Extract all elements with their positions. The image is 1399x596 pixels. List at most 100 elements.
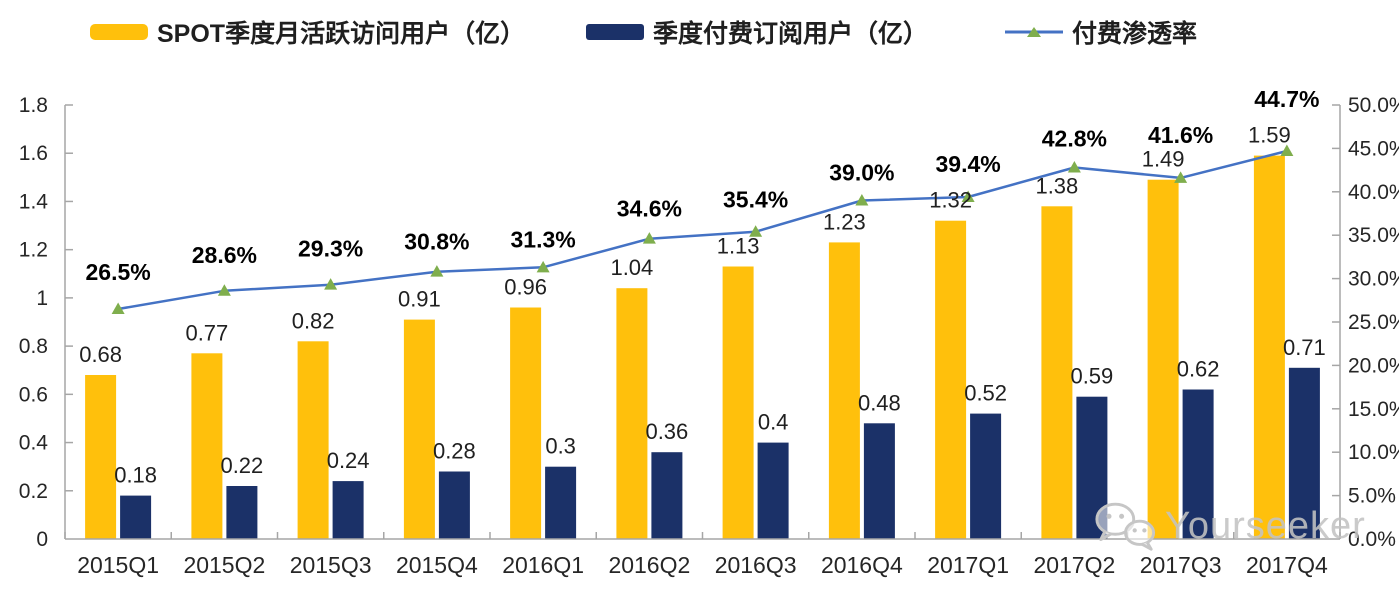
legend-item-subscribers: 季度付费订阅用户（亿） [586, 14, 928, 50]
left-axis-label: 1.4 [19, 190, 49, 213]
bar-mau-2017Q3 [1147, 179, 1179, 539]
penetration-marker-2016Q2 [642, 232, 656, 244]
mau-value-label: 1.23 [823, 209, 866, 234]
legend-item-mau: SPOT季度月活跃访问用户（亿） [90, 14, 525, 50]
right-axis-label: 15.0% [1348, 398, 1399, 421]
right-axis-label: 35.0% [1348, 224, 1399, 247]
subscriber-value-label: 0.4 [758, 410, 789, 435]
bar-subscribers-2017Q2 [1076, 396, 1108, 539]
legend-label-subscribers: 季度付费订阅用户（亿） [653, 20, 929, 48]
bar-mau-2015Q2 [191, 353, 223, 539]
bar-subscribers-2017Q3 [1182, 389, 1214, 539]
subscriber-value-label: 0.59 [1070, 364, 1113, 389]
left-axis-label: 0 [36, 528, 48, 551]
x-axis-label: 2017Q4 [1246, 552, 1328, 578]
x-axis-label: 2015Q1 [77, 552, 159, 578]
x-axis-label: 2016Q3 [715, 552, 797, 578]
bar-subscribers-2015Q4 [438, 471, 470, 539]
x-axis-label: 2015Q3 [290, 552, 372, 578]
x-axis-label: 2016Q1 [502, 552, 584, 578]
subscriber-value-label: 0.36 [645, 419, 688, 444]
bar-mau-2017Q4 [1253, 155, 1285, 539]
x-axis-label: 2015Q2 [183, 552, 265, 578]
left-axis-label: 1 [36, 287, 48, 310]
bar-subscribers-2015Q3 [332, 481, 364, 539]
mau-value-label: 1.38 [1035, 173, 1078, 198]
penetration-marker-2015Q1 [111, 302, 125, 314]
x-axis-label: 2017Q2 [1033, 552, 1115, 578]
bar-subscribers-2016Q1 [545, 466, 577, 539]
mau-value-label: 0.82 [292, 308, 335, 333]
penetration-value-label: 29.3% [298, 236, 363, 262]
right-axis-label: 25.0% [1348, 311, 1399, 334]
subscriber-value-label: 0.52 [964, 381, 1007, 406]
penetration-marker-2015Q2 [217, 284, 231, 296]
subscriber-value-label: 0.22 [220, 453, 263, 478]
penetration-marker-2016Q3 [749, 225, 763, 237]
subscriber-value-label: 0.71 [1283, 335, 1326, 360]
left-axis-label: 1.8 [19, 94, 48, 117]
legend-swatch-mau-icon [90, 24, 148, 40]
legend-swatch-subscribers-icon [586, 24, 644, 40]
right-axis-label: 50.0% [1348, 94, 1399, 117]
bar-subscribers-2017Q1 [970, 413, 1002, 539]
penetration-value-label: 44.7% [1254, 86, 1319, 112]
bar-subscribers-2015Q2 [226, 486, 258, 539]
subscriber-value-label: 0.62 [1177, 357, 1220, 382]
penetration-value-label: 34.6% [617, 196, 682, 222]
penetration-value-label: 39.0% [829, 159, 894, 185]
bar-subscribers-2016Q4 [863, 423, 895, 539]
mau-value-label: 1.32 [929, 188, 972, 213]
legend-item-penetration: 付费渗透率 [1005, 14, 1197, 50]
bar-mau-2015Q3 [297, 341, 329, 539]
mau-value-label: 0.68 [79, 342, 122, 367]
mau-value-label: 0.77 [185, 320, 228, 345]
legend-label-penetration: 付费渗透率 [1072, 20, 1198, 48]
subscriber-value-label: 0.3 [545, 434, 576, 459]
penetration-marker-2017Q3 [1174, 171, 1188, 183]
x-axis-label: 2016Q4 [821, 552, 903, 578]
left-axis-label: 0.6 [19, 383, 48, 406]
bar-mau-2017Q1 [935, 220, 967, 539]
penetration-marker-2016Q1 [536, 260, 550, 273]
bar-subscribers-2017Q4 [1288, 367, 1320, 539]
mau-value-label: 0.96 [504, 275, 547, 300]
penetration-value-label: 39.4% [936, 151, 1001, 177]
subscriber-value-label: 0.48 [858, 390, 901, 415]
mau-value-label: 0.91 [398, 287, 441, 312]
right-axis-label: 0.0% [1348, 528, 1396, 551]
left-axis-label: 0.8 [19, 335, 48, 358]
bar-mau-2016Q4 [828, 242, 860, 539]
penetration-value-label: 41.6% [1148, 122, 1213, 148]
penetration-value-label: 35.4% [723, 187, 788, 213]
mau-value-label: 1.13 [717, 234, 760, 259]
bar-mau-2016Q2 [616, 288, 648, 539]
penetration-value-label: 30.8% [404, 229, 469, 255]
subscriber-value-label: 0.28 [433, 438, 476, 463]
left-axis-label: 1.6 [19, 142, 48, 165]
x-axis-label: 2016Q2 [608, 552, 690, 578]
right-axis-label: 45.0% [1348, 137, 1399, 160]
penetration-marker-2016Q4 [855, 193, 869, 206]
left-axis-label: 1.2 [19, 239, 48, 262]
right-axis-label: 5.0% [1348, 485, 1396, 508]
mau-value-label: 1.49 [1142, 147, 1185, 172]
x-axis-label: 2017Q3 [1140, 552, 1222, 578]
bar-mau-2015Q1 [85, 375, 117, 539]
penetration-marker-2015Q3 [324, 278, 338, 290]
legend-label-mau: SPOT季度月活跃访问用户（亿） [157, 20, 526, 48]
penetration-line [117, 149, 1288, 311]
bar-subscribers-2016Q3 [757, 442, 789, 539]
left-axis-label: 0.2 [19, 480, 48, 503]
penetration-value-label: 31.3% [511, 226, 576, 252]
x-axis-label: 2015Q4 [396, 552, 478, 578]
left-axis-label: 0.4 [19, 432, 49, 455]
x-axis-label: 2017Q1 [927, 552, 1009, 578]
legend-line-marker-icon [1005, 27, 1063, 37]
right-axis-label: 10.0% [1348, 441, 1399, 464]
bar-mau-2017Q2 [1041, 206, 1073, 540]
penetration-marker-2017Q1 [961, 190, 975, 203]
bar-subscribers-2015Q1 [120, 495, 152, 539]
